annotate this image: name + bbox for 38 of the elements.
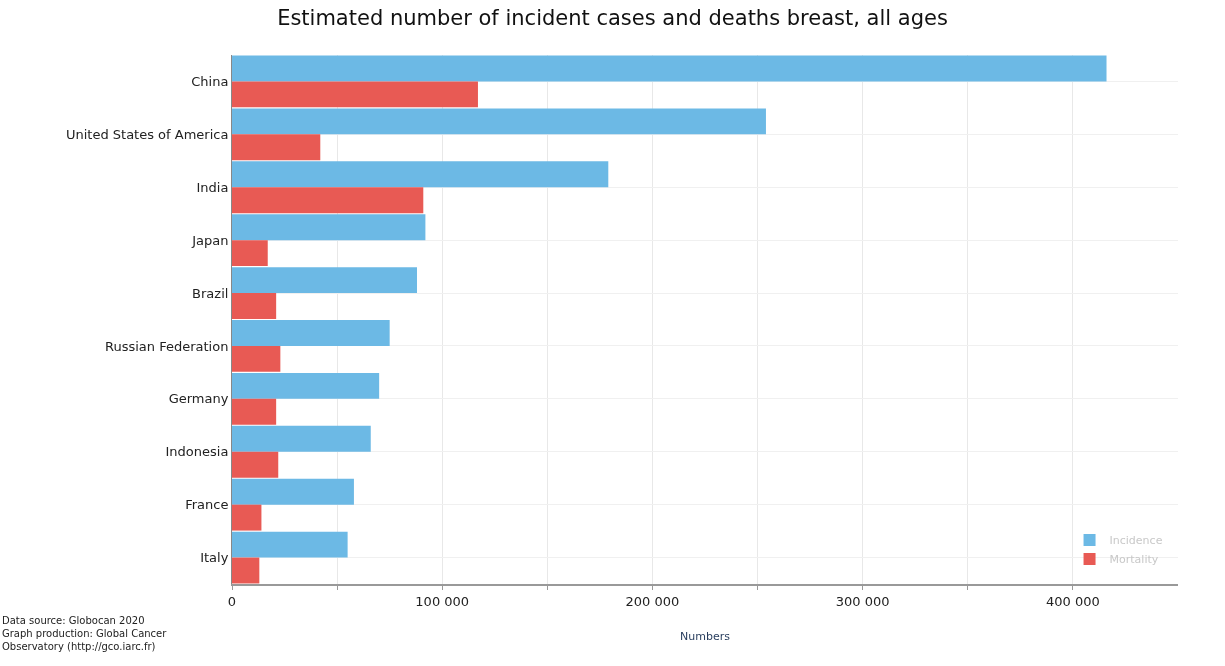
y-tick-label: Germany bbox=[168, 391, 229, 407]
bar bbox=[232, 531, 348, 558]
bar bbox=[232, 372, 380, 399]
bar bbox=[232, 267, 417, 294]
bar bbox=[232, 214, 426, 241]
x-tick-label: 0 bbox=[227, 593, 237, 609]
y-tick-label: Italy bbox=[200, 550, 229, 566]
bar bbox=[232, 108, 766, 135]
bar bbox=[232, 187, 424, 214]
y-tick-label: Japan bbox=[191, 232, 229, 248]
y-tick-label: Indonesia bbox=[165, 444, 229, 460]
bar bbox=[232, 240, 268, 267]
x-tick-label: 100 000 bbox=[415, 593, 470, 609]
chart-title: Estimated number of incident cases and deaths breast, all ages bbox=[277, 5, 948, 30]
bar bbox=[232, 425, 371, 452]
y-tick-label: Russian Federation bbox=[104, 338, 229, 354]
source-note: Data source: Globocan 2020 Graph production: Global Cancer Observatory (http://gco.iarc.fr) bbox=[2, 615, 168, 652]
bar bbox=[232, 478, 354, 505]
bar bbox=[232, 161, 609, 188]
x-tick-label: 400 000 bbox=[1046, 593, 1100, 609]
y-tick-label: Brazil bbox=[192, 285, 229, 301]
bar bbox=[232, 293, 277, 319]
bar bbox=[232, 451, 279, 478]
y-tick-label: China bbox=[191, 74, 229, 89]
bar bbox=[232, 557, 260, 584]
x-tick-label: 300 000 bbox=[835, 593, 890, 609]
bar bbox=[232, 134, 321, 161]
bar bbox=[232, 55, 1107, 82]
y-tick-label: United States of America bbox=[65, 126, 229, 142]
x-tick-label: 200 000 bbox=[625, 593, 680, 609]
bar bbox=[232, 345, 281, 372]
x-axis-title: Numbers bbox=[680, 630, 731, 644]
y-tick-label: India bbox=[196, 179, 229, 195]
y-tick-label: France bbox=[185, 497, 229, 513]
bar bbox=[232, 398, 277, 425]
bar bbox=[232, 320, 390, 346]
bar bbox=[232, 504, 262, 531]
bar bbox=[232, 81, 478, 108]
